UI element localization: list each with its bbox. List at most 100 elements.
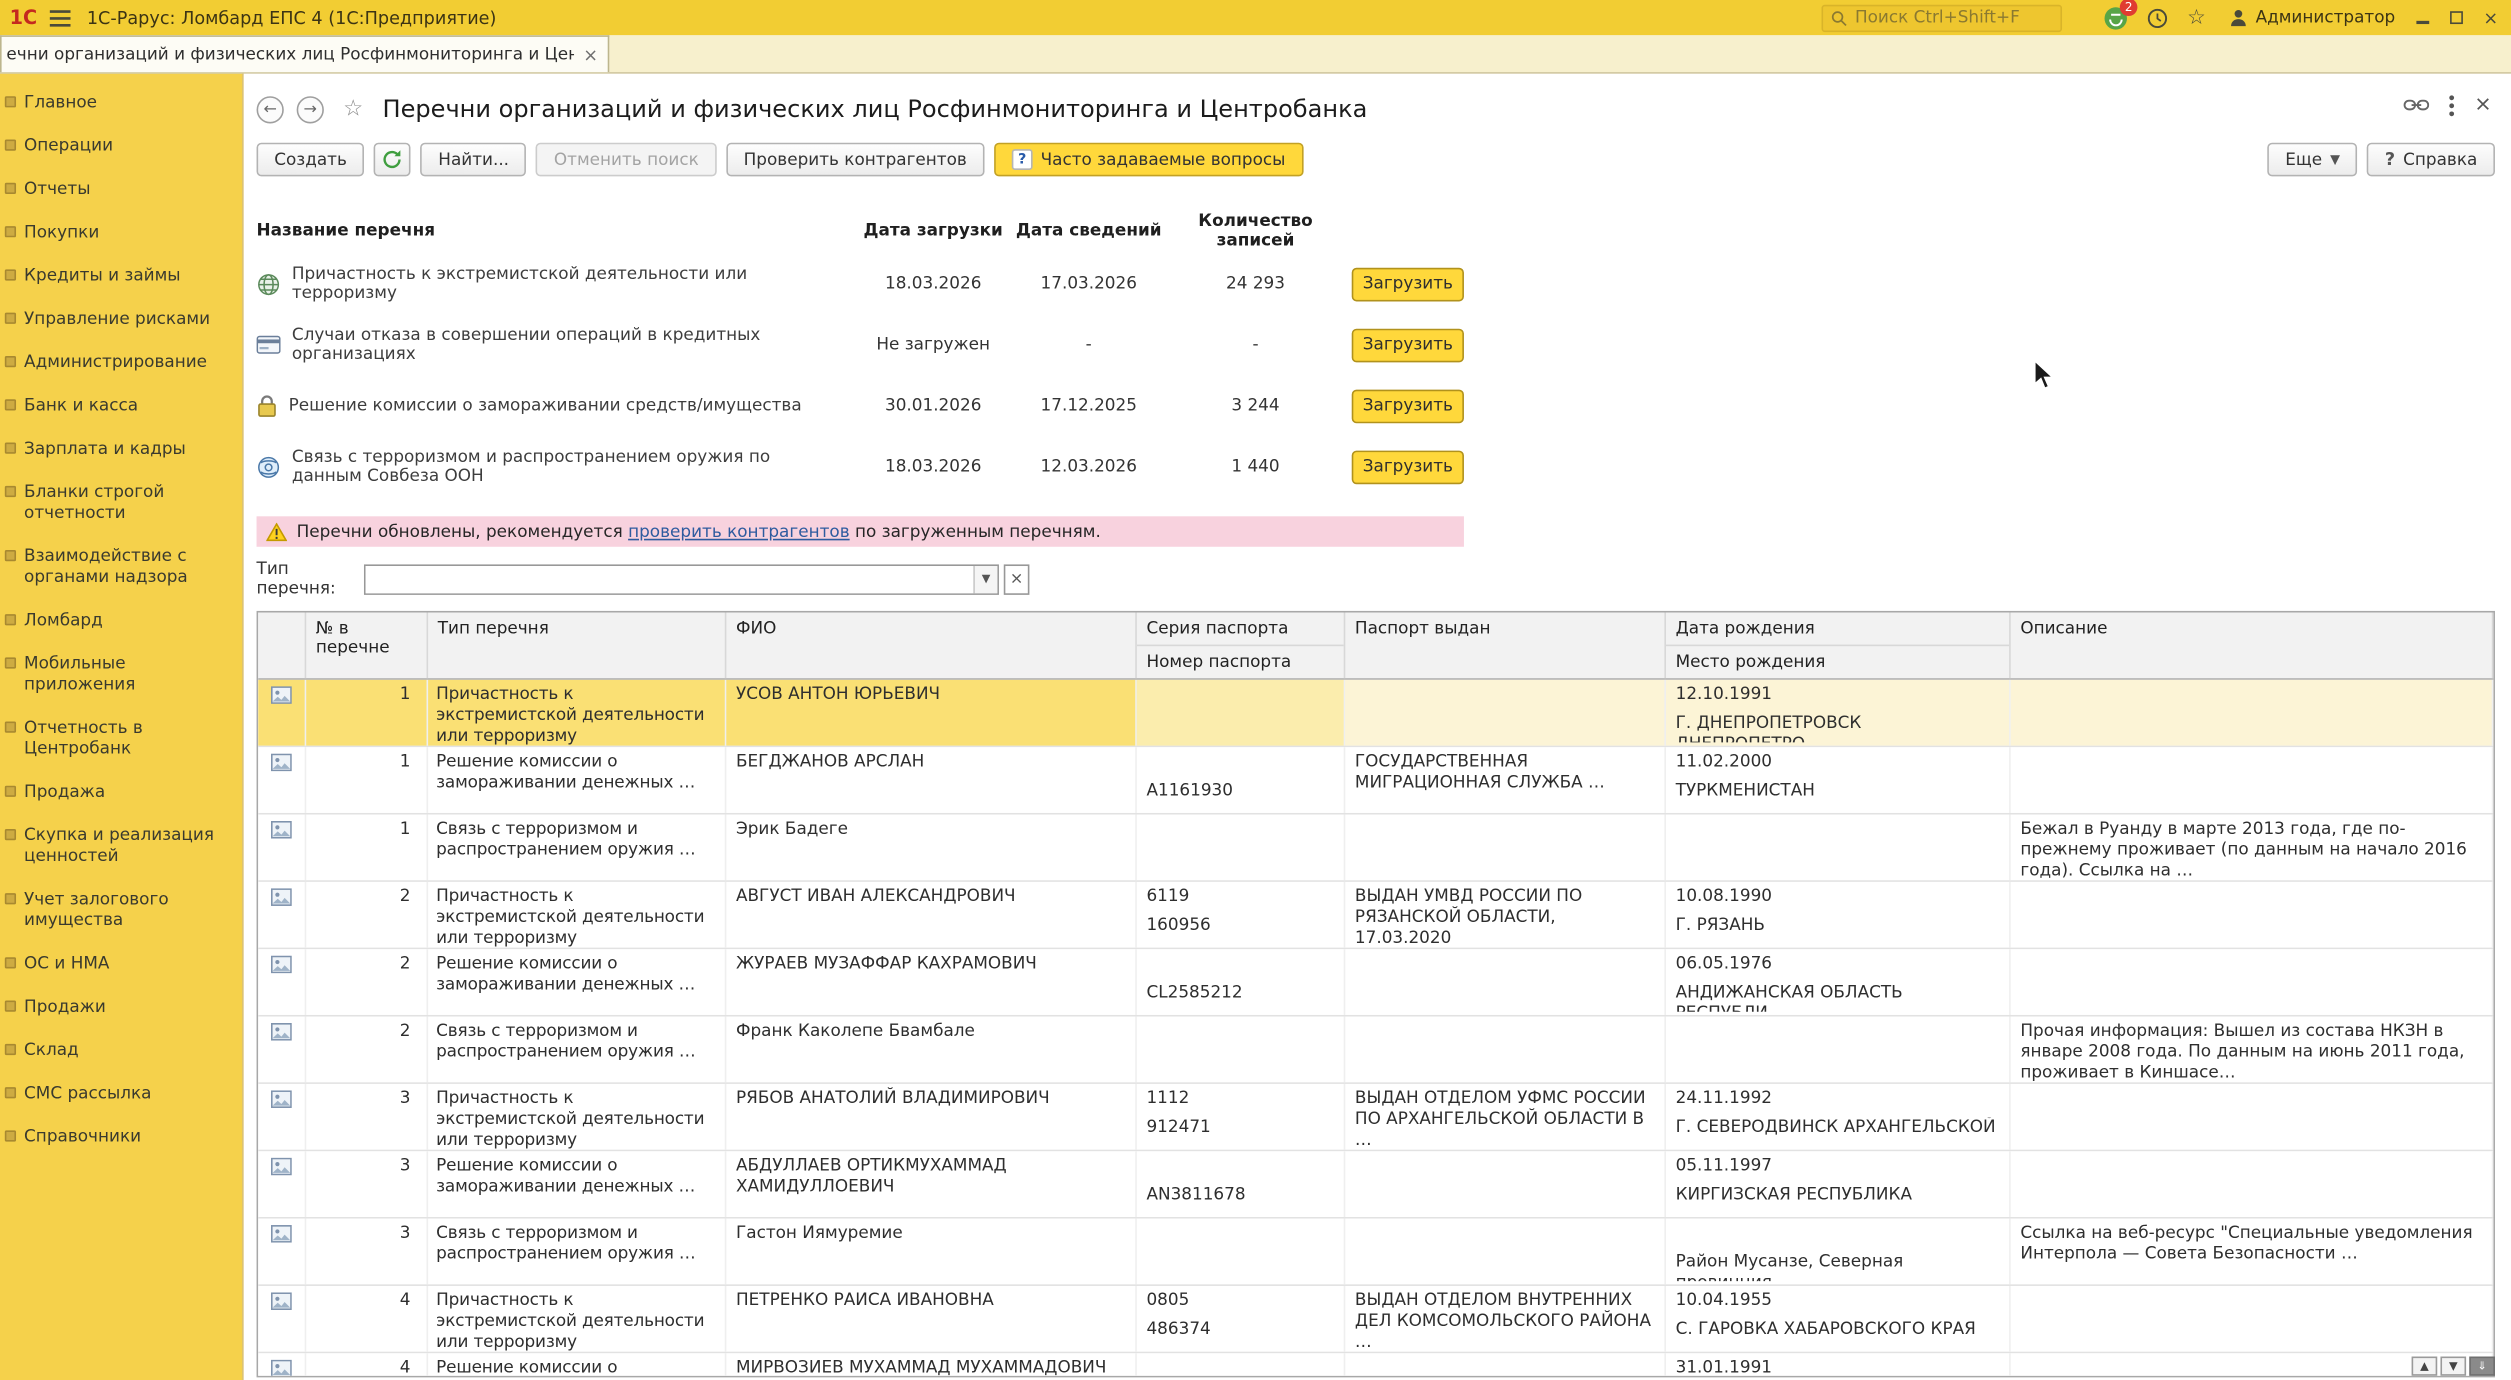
cell-desc[interactable]: Бежал в Руанду в марте 2013 года, где по…: [2011, 814, 2494, 881]
cell-desc[interactable]: [2011, 1285, 2494, 1352]
sidebar-item-otchetnost-v-centrobank[interactable]: Отчетность в Центробанк: [0, 707, 242, 771]
cell-issued[interactable]: [1345, 949, 1666, 1015]
header-issued[interactable]: Паспорт выдан: [1345, 612, 1666, 679]
sidebar-item-skupka-i-realizaciya[interactable]: Скупка и реализация ценностей: [0, 815, 242, 879]
cell-issued[interactable]: [1345, 679, 1666, 746]
sidebar-item-blanki-strogoj-otchetnosti[interactable]: Бланки строгой отчетности: [0, 471, 242, 535]
header-fio[interactable]: ФИО: [726, 612, 1137, 679]
help-button[interactable]: ? Справка: [2367, 142, 2495, 177]
check-counterparties-button[interactable]: Проверить контрагентов: [726, 142, 985, 177]
cell-num[interactable]: 1: [306, 814, 429, 881]
cell-issued[interactable]: ГОСУДАРСТВЕННАЯ МИГРАЦИОННАЯ СЛУЖБА …: [1345, 747, 1666, 813]
cell-num[interactable]: 1: [306, 679, 429, 746]
sidebar-item-zarplata-i-kadry[interactable]: Зарплата и кадры: [0, 428, 242, 471]
more-dots-icon[interactable]: [2449, 94, 2455, 116]
cell-issued[interactable]: ВЫДАН ОТДЕЛОМ УФМС РОССИИ ПО АРХАНГЕЛЬСК…: [1345, 1083, 1666, 1150]
cell-type[interactable]: Связь с терроризмом и распространением о…: [428, 814, 727, 881]
cell-type[interactable]: Причастность к экстремистской деятельнос…: [428, 881, 727, 948]
minimize-button[interactable]: [2416, 12, 2429, 24]
table-row[interactable]: 2 Связь с терроризмом и распространением…: [258, 1016, 2494, 1084]
cell-passport[interactable]: CL2585212: [1137, 949, 1346, 1015]
sidebar-item-operacii[interactable]: Операции: [0, 125, 242, 168]
cell-issued[interactable]: ВЫДАН ОТДЕЛОМ ВНУТРЕННИХ ДЕЛ КОМСОМОЛЬСК…: [1345, 1285, 1666, 1352]
sidebar-item-prodazha[interactable]: Продажа: [0, 771, 242, 814]
cell-issued[interactable]: [1345, 1151, 1666, 1218]
scroll-down-button[interactable]: ▼: [2440, 1356, 2467, 1376]
main-menu-button[interactable]: [49, 9, 71, 27]
cell-birth[interactable]: 05.11.1997 КИРГИЗСКАЯ РЕСПУБЛИКА: [1666, 1151, 2011, 1218]
create-copy-button[interactable]: [374, 142, 412, 177]
history-icon[interactable]: [2147, 7, 2168, 28]
cell-issued[interactable]: [1345, 1016, 1666, 1083]
register-name[interactable]: Случаи отказа в совершении операций в кр…: [256, 326, 860, 364]
cell-passport[interactable]: А1161930: [1137, 747, 1346, 813]
cell-fio[interactable]: РЯБОВ АНАТОЛИЙ ВЛАДИМИРОВИЧ: [726, 1083, 1137, 1150]
cell-num[interactable]: 3: [306, 1083, 429, 1150]
cell-issued[interactable]: [1345, 1353, 1666, 1376]
cell-passport[interactable]: AN3811678: [1137, 1151, 1346, 1218]
load-button[interactable]: Загрузить: [1351, 327, 1464, 362]
tab-close-icon[interactable]: ×: [583, 44, 599, 65]
cell-type[interactable]: Связь с терроризмом и распространением о…: [428, 1218, 727, 1285]
cell-fio[interactable]: МИРВОЗИЕВ МУХАММАД МУХАММАДОВИЧ: [726, 1353, 1137, 1376]
cell-birth[interactable]: 10.04.1955 С. ГАРОВКА ХАБАРОВСКОГО КРАЯ: [1666, 1285, 2011, 1352]
link-icon[interactable]: [2403, 98, 2430, 112]
register-name[interactable]: Решение комиссии о замораживании средств…: [257, 394, 860, 418]
cell-birth[interactable]: 31.01.1991: [1666, 1353, 2011, 1376]
table-row[interactable]: 3 Причастность к экстремистской деятельн…: [258, 1083, 2494, 1152]
table-row[interactable]: 1 Связь с терроризмом и распространением…: [258, 814, 2494, 882]
sidebar-item-mobilnye-prilozheniya[interactable]: Мобильные приложения: [0, 643, 242, 707]
scroll-end-button[interactable]: ⇓: [2469, 1356, 2495, 1376]
sidebar-item-upravlenie-riskami[interactable]: Управление рисками: [0, 298, 242, 341]
cell-num[interactable]: 2: [306, 949, 429, 1015]
list-type-input[interactable]: [365, 565, 974, 593]
global-search-input[interactable]: [1854, 8, 2053, 28]
cell-passport[interactable]: 1112 912471: [1137, 1083, 1346, 1150]
table-row[interactable]: 4 Причастность к экстремистской деятельн…: [258, 1285, 2494, 1354]
cell-desc[interactable]: [2011, 881, 2494, 948]
create-button[interactable]: Создать: [256, 142, 365, 177]
cell-desc[interactable]: [2011, 949, 2494, 1015]
cell-birth[interactable]: Район Мусанзе, Северная провинция, …: [1666, 1218, 2011, 1285]
more-button[interactable]: Еще ▼: [2267, 142, 2358, 177]
cell-birth[interactable]: 10.08.1990 Г. РЯЗАНЬ: [1666, 881, 2011, 948]
sidebar-item-lombard[interactable]: Ломбард: [0, 600, 242, 643]
cell-num[interactable]: 2: [306, 881, 429, 948]
cell-issued[interactable]: [1345, 1218, 1666, 1285]
clear-filter-button[interactable]: ×: [1003, 563, 1030, 595]
sidebar-item-kredity-i-zaimy[interactable]: Кредиты и займы: [0, 255, 242, 298]
cell-type[interactable]: Причастность к экстремистской деятельнос…: [428, 1285, 727, 1352]
cell-passport[interactable]: [1137, 1218, 1346, 1285]
load-button[interactable]: Загрузить: [1351, 449, 1464, 484]
favorites-icon[interactable]: ☆: [2187, 5, 2206, 30]
cell-desc[interactable]: [2011, 747, 2494, 813]
cell-birth[interactable]: 12.10.1991 Г. ДНЕПРОПЕТРОВСК ДНЕПРОПЕТРО…: [1665, 679, 2011, 746]
sidebar-item-prodazhi[interactable]: Продажи: [0, 986, 242, 1029]
back-button[interactable]: ←: [256, 95, 284, 123]
check-counterparties-link[interactable]: проверить контрагентов: [628, 521, 850, 542]
faq-button[interactable]: ? Часто задаваемые вопросы: [994, 142, 1304, 177]
cell-desc[interactable]: Прочая информация: Вышел из состава НКЗН…: [2011, 1016, 2494, 1083]
table-row[interactable]: 2 Решение комиссии о замораживании денеж…: [258, 949, 2494, 1017]
sidebar-item-otchety[interactable]: Отчеты: [0, 168, 242, 211]
sidebar-item-bank-i-kassa[interactable]: Банк и касса: [0, 385, 242, 428]
cell-issued[interactable]: ВЫДАН УМВД РОССИИ ПО РЯЗАНСКОЙ ОБЛАСТИ, …: [1345, 881, 1666, 948]
cell-fio[interactable]: БЕГДЖАНОВ АРСЛАН: [726, 747, 1137, 813]
sidebar-item-os-i-nma[interactable]: ОС и НМА: [0, 943, 242, 986]
cell-birth[interactable]: 06.05.1976 АНДИЖАНСКАЯ ОБЛАСТЬ РЕСПУБЛИ…: [1666, 949, 2011, 1015]
cell-type[interactable]: Решение комиссии о замораживании денежны…: [428, 949, 727, 1015]
table-row[interactable]: 4 Решение комиссии о замораживании денеж…: [258, 1353, 2494, 1376]
cell-passport[interactable]: [1137, 814, 1346, 881]
tab-perechni[interactable]: ечни организаций и физических лиц Росфин…: [0, 35, 610, 73]
user-menu[interactable]: Администратор: [2228, 8, 2395, 27]
scroll-up-button[interactable]: ▲: [2411, 1356, 2438, 1376]
cell-passport[interactable]: 0805 486374: [1137, 1285, 1346, 1352]
cell-passport[interactable]: [1136, 679, 1346, 746]
cell-passport[interactable]: [1137, 1353, 1346, 1376]
dropdown-icon[interactable]: ▼: [973, 565, 998, 593]
cell-birth[interactable]: 11.02.2000 ТУРКМЕНИСТАН: [1666, 747, 2011, 813]
table-row[interactable]: 3 Связь с терроризмом и распространением…: [258, 1218, 2494, 1286]
maximize-button[interactable]: [2449, 11, 2463, 25]
cell-num[interactable]: 4: [306, 1353, 429, 1376]
support-icon[interactable]: 2: [2104, 0, 2138, 30]
